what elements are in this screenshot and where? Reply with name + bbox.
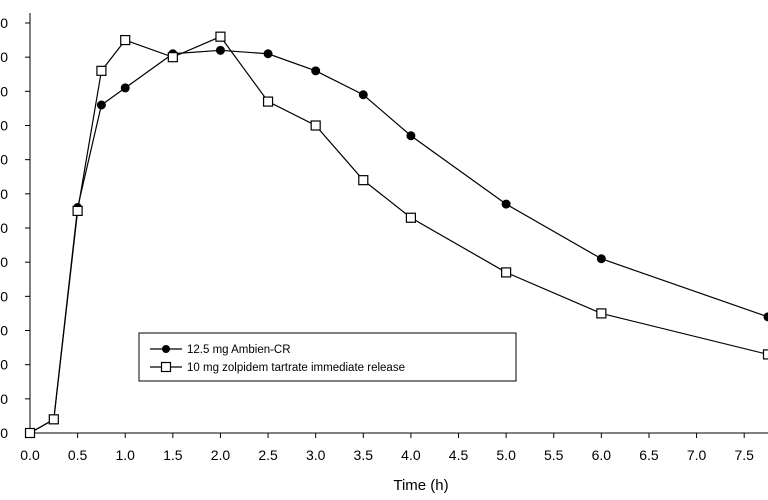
x-tick-label: 3.5 — [354, 447, 374, 463]
y-tick-label: 0 — [0, 49, 8, 65]
y-tick-label: 0 — [0, 323, 8, 339]
data-point — [596, 308, 607, 319]
x-tick-label: 1.0 — [115, 447, 135, 463]
data-point — [96, 65, 107, 76]
x-tick-label: 5.5 — [544, 447, 564, 463]
data-point — [263, 49, 273, 59]
x-tick-label: 5.0 — [496, 447, 516, 463]
legend-box — [138, 332, 517, 382]
data-point — [311, 66, 321, 76]
series — [24, 31, 768, 439]
legend-label: 10 mg zolpidem tartrate immediate releas… — [187, 362, 405, 374]
y-tick-label: 0 — [0, 118, 8, 134]
x-tick-label: 4.5 — [449, 447, 469, 463]
legend-item: 12.5 mg Ambien-CR — [150, 344, 291, 356]
y-tick-label: 0 — [0, 357, 8, 373]
x-tick-labels: 0.0 0.5 1.0 1.5 2.0 2.5 3.0 3.5 4.0 4.5 5.0 5.5 6.0 6… — [20, 447, 754, 463]
series-line — [29, 35, 768, 434]
data-point — [762, 349, 768, 360]
data-point — [72, 205, 83, 217]
legend-item: 10 mg zolpidem tartrate immediate releas… — [150, 361, 405, 374]
legend-marker — [162, 345, 170, 353]
y-tick-labels: 0 0 0 0 0 0 0 0 0 0 0 0 0 — [0, 15, 8, 441]
x-tick-label: 1.5 — [163, 447, 183, 463]
series-2 — [24, 31, 768, 439]
y-tick-label: 0 — [0, 254, 8, 270]
data-point — [358, 90, 368, 100]
data-point — [215, 45, 225, 55]
y-tick-label: 0 — [0, 186, 8, 202]
x-tick-label: 0.0 — [20, 447, 40, 463]
y-tick-label: 0 — [0, 220, 8, 236]
data-point — [406, 131, 416, 141]
x-tick-label: 4.0 — [401, 447, 421, 463]
data-point — [24, 427, 36, 439]
x-tick-label: 7.0 — [687, 447, 707, 463]
x-tick-label: 2.0 — [211, 447, 231, 463]
y-tick-label: 0 — [0, 425, 8, 441]
data-point — [310, 120, 321, 131]
data-point — [763, 312, 768, 322]
y-tick-label: 0 — [0, 391, 8, 407]
data-point — [120, 34, 131, 46]
data-point — [405, 212, 417, 223]
data-point — [96, 100, 106, 110]
x-tick-label: 2.5 — [258, 447, 278, 463]
y-tick-label: 0 — [0, 15, 8, 31]
legend-label: 12.5 mg Ambien-CR — [187, 344, 291, 356]
data-point — [167, 52, 178, 63]
data-point — [358, 175, 369, 186]
legend-marker — [160, 361, 172, 373]
data-point — [48, 414, 59, 425]
y-tick-label: 0 — [0, 152, 8, 168]
x-tick-label: 7.5 — [734, 447, 754, 463]
x-tick-label: 6.5 — [639, 447, 659, 463]
data-point — [501, 199, 511, 209]
data-point — [215, 31, 226, 42]
y-tick-label: 0 — [0, 288, 8, 304]
tick-marks — [25, 22, 745, 438]
x-tick-label: 6.0 — [592, 447, 612, 463]
x-axis-title: Time (h) — [393, 477, 448, 494]
data-point — [596, 254, 606, 264]
x-tick-label: 0.5 — [68, 447, 88, 463]
x-tick-label: 3.0 — [306, 447, 326, 463]
data-point — [501, 267, 512, 278]
y-tick-label: 0 — [0, 83, 8, 99]
data-point — [262, 96, 274, 107]
data-point — [120, 83, 130, 93]
legend: 12.5 mg Ambien-CR 10 mg zolpidem tartrate… — [138, 332, 517, 382]
axes — [29, 13, 768, 434]
